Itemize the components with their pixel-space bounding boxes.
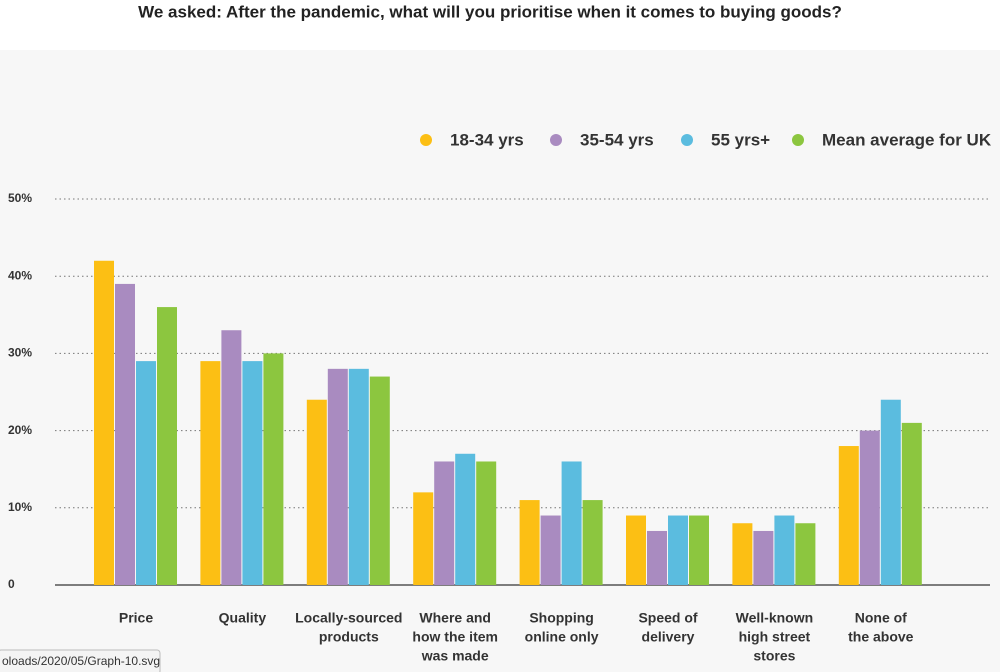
bar xyxy=(582,500,603,585)
x-tick-label: Shopping xyxy=(529,610,594,626)
bar xyxy=(732,523,753,585)
x-tick-label: Where and xyxy=(419,610,491,626)
bar xyxy=(626,515,646,585)
bar xyxy=(327,368,348,585)
legend-label: 18-34 yrs xyxy=(450,130,524,149)
bar xyxy=(540,515,561,585)
bar xyxy=(838,446,859,585)
x-tick-label: Speed of xyxy=(638,610,697,626)
x-tick-label: Price xyxy=(119,610,153,626)
bar xyxy=(561,461,582,585)
x-tick-label: Locally-sourced xyxy=(295,610,402,626)
bar xyxy=(94,260,114,585)
legend-marker xyxy=(420,134,432,146)
bar xyxy=(519,500,540,585)
bar xyxy=(413,492,434,585)
x-tick-label: the above xyxy=(848,629,914,645)
bar xyxy=(859,430,880,585)
bar xyxy=(200,361,221,585)
bar xyxy=(348,368,369,585)
bar xyxy=(455,453,476,585)
y-tick-label: 20% xyxy=(8,423,32,437)
bar xyxy=(647,530,667,585)
x-tick-label: was made xyxy=(421,648,489,664)
x-tick-label: how the item xyxy=(412,629,498,645)
bar xyxy=(795,523,816,585)
legend-marker xyxy=(792,134,804,146)
bar xyxy=(689,515,709,585)
x-tick-label: stores xyxy=(753,648,795,664)
plot: 0 10% 20% 30% 40% 50% 18-34 yrs 35-54 yrs 55 yrs… xyxy=(8,130,992,663)
x-tick-label: products xyxy=(319,629,379,645)
legend-marker xyxy=(681,134,693,146)
legend-label: Mean average for UK xyxy=(822,130,992,149)
y-tick-label: 10% xyxy=(8,500,32,514)
bar xyxy=(774,515,795,585)
x-tick-label: online only xyxy=(525,629,599,645)
bar xyxy=(306,399,327,585)
y-tick-label: 30% xyxy=(8,346,32,360)
x-tick-label: Quality xyxy=(219,610,267,626)
bar xyxy=(901,422,922,585)
legend-label: 35-54 yrs xyxy=(580,130,654,149)
bar xyxy=(136,361,156,585)
bar xyxy=(668,515,688,585)
status-url: oloads/2020/05/Graph-10.svg xyxy=(2,654,160,668)
y-tick-label: 50% xyxy=(8,191,32,205)
y-tick-label: 0 xyxy=(8,577,15,591)
bar xyxy=(476,461,497,585)
legend-marker xyxy=(550,134,562,146)
bar xyxy=(753,530,774,585)
bar xyxy=(263,353,284,585)
bar xyxy=(115,283,135,585)
status-bar xyxy=(0,649,161,672)
x-tick-label: high street xyxy=(739,629,811,645)
bar xyxy=(434,461,455,585)
legend-label: 55 yrs+ xyxy=(711,130,770,149)
y-tick-label: 40% xyxy=(8,268,32,282)
chart-title: We asked: After the pandemic, what will … xyxy=(138,2,842,21)
x-tick-label: None of xyxy=(855,610,907,626)
bar xyxy=(242,361,263,585)
bar xyxy=(157,307,177,585)
bar xyxy=(880,399,901,585)
bar xyxy=(369,376,390,585)
x-tick-label: Well-known xyxy=(736,610,814,626)
bar xyxy=(221,330,242,585)
x-tick-label: delivery xyxy=(642,629,695,645)
